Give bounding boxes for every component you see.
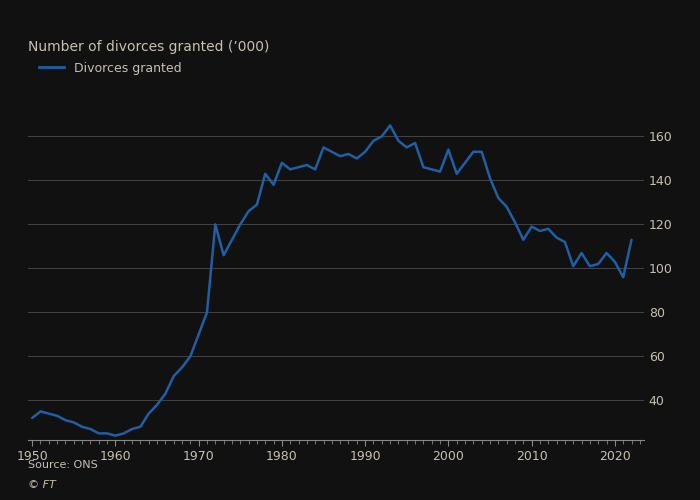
Legend: Divorces granted: Divorces granted (34, 57, 187, 80)
Text: Number of divorces granted (’000): Number of divorces granted (’000) (28, 40, 270, 54)
Text: © FT: © FT (28, 480, 56, 490)
Text: Source: ONS: Source: ONS (28, 460, 98, 470)
